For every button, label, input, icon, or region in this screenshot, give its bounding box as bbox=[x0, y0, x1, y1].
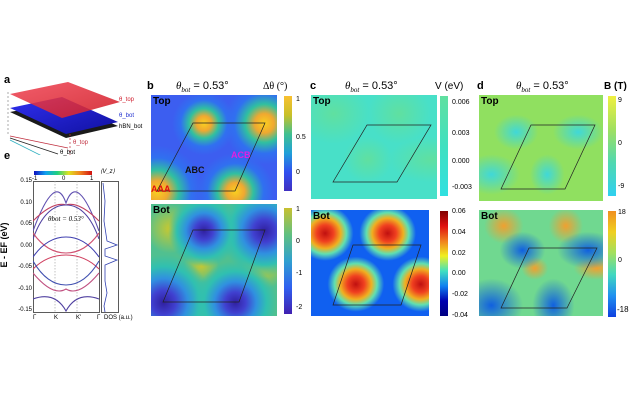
band-line bbox=[33, 204, 100, 240]
panel-c-top-map: Top bbox=[311, 95, 437, 199]
panel-d-top-map: Top bbox=[479, 95, 603, 201]
panel-a-label: a bbox=[4, 74, 11, 86]
panel-c-label: c bbox=[310, 80, 317, 92]
panel-b-bot-label: Bot bbox=[153, 205, 170, 216]
acb-label: ACB bbox=[231, 150, 251, 160]
panel-d-title: θbot = 0.53° bbox=[516, 80, 569, 95]
energy-axis-label: E - EF (eV) bbox=[0, 222, 9, 268]
panel-b-top-label: Top bbox=[153, 96, 171, 107]
panel-b-label: b bbox=[147, 80, 154, 92]
abc-label: ABC bbox=[185, 165, 205, 175]
kpath-tick-gamma-end: Γ bbox=[97, 315, 101, 321]
spin-colorbar bbox=[34, 171, 92, 175]
energy-ytick: 0.00 bbox=[20, 242, 32, 249]
panel-b-top-colorbar bbox=[284, 96, 292, 191]
panel-c-title: θbot = 0.53° bbox=[345, 80, 398, 95]
energy-ytick: 0.15 bbox=[20, 178, 32, 184]
band-line bbox=[33, 236, 100, 258]
panel-c-bot-colorbar bbox=[440, 211, 448, 316]
moire-cell bbox=[332, 244, 422, 306]
moire-cell bbox=[500, 124, 596, 190]
spin-colorbar-tick-min: -1 bbox=[32, 176, 38, 182]
dos-curve bbox=[102, 182, 119, 313]
band-angle-annotation: θbot = 0.53° bbox=[48, 215, 84, 223]
panel-d-unit: B (T) bbox=[604, 81, 627, 92]
panel-b-bot-colorbar bbox=[284, 208, 292, 314]
spin-colorbar-label: ⟨V_z⟩ bbox=[100, 169, 116, 175]
bot-angle-line bbox=[9, 137, 59, 155]
panel-c-bot-ticks: 0.06 0.04 0.02 0.00 -0.02 -0.04 bbox=[452, 208, 468, 319]
panel-d-bot-colorbar bbox=[608, 211, 616, 317]
layer-stack-schematic bbox=[7, 82, 120, 155]
panel-c-top-label: Top bbox=[313, 96, 331, 107]
hbn-bot-layer-label: hBN_bot bbox=[119, 124, 143, 130]
dos-axis-label: DOS (a.u.) bbox=[104, 315, 133, 321]
panel-d-bot-map: Bot bbox=[479, 210, 603, 316]
panel-c-unit: V (eV) bbox=[435, 81, 464, 92]
energy-ytick: 0.05 bbox=[20, 221, 32, 227]
moire-cell bbox=[500, 247, 598, 309]
panel-d-bot-label: Bot bbox=[481, 211, 498, 222]
kpath-tick-k: K bbox=[54, 315, 59, 321]
theta-top-angle-label: θ_top bbox=[73, 140, 89, 146]
panel-c-bot-map: Bot bbox=[311, 210, 429, 316]
kpath-tick-gamma-start: Γ bbox=[33, 315, 37, 321]
panel-d-bot-ticks: 18 0 -18 bbox=[617, 209, 629, 314]
band-line bbox=[33, 272, 100, 292]
kpath-tick-kprime: K' bbox=[76, 315, 82, 321]
panel-d-top-ticks: 9 0 -9 bbox=[618, 97, 625, 190]
hbn-angle-line bbox=[9, 139, 41, 155]
energy-ytick: -0.05 bbox=[18, 264, 32, 270]
band-line bbox=[33, 232, 100, 254]
band-line bbox=[33, 254, 100, 270]
panel-d-top-colorbar bbox=[608, 96, 616, 196]
theta-bot-angle-label: θ_bot bbox=[60, 150, 76, 156]
theta-bot-layer-label: θ_bot bbox=[119, 113, 135, 119]
panel-c-top-ticks: 0.006 0.003 0.000 -0.003 bbox=[452, 99, 472, 191]
panel-b-top-map: Top AAA ABC ACB bbox=[151, 95, 277, 200]
moire-cell bbox=[156, 122, 266, 192]
panel-d-label: d bbox=[477, 80, 484, 92]
band-line bbox=[33, 296, 100, 313]
aaa-label: AAA bbox=[151, 184, 171, 194]
theta-top-layer-label: θ_top bbox=[119, 97, 135, 103]
panel-b-unit: Δθ (°) bbox=[263, 81, 288, 92]
panel-c-bot-label: Bot bbox=[313, 211, 330, 222]
band-line bbox=[33, 191, 100, 232]
band-line bbox=[33, 260, 100, 286]
spin-colorbar-tick-max: 1 bbox=[90, 176, 94, 182]
top-angle-line bbox=[9, 135, 69, 149]
panel-c-top-colorbar bbox=[440, 96, 448, 196]
energy-ytick: -0.10 bbox=[18, 285, 32, 292]
spin-colorbar-tick-mid: 0 bbox=[62, 176, 66, 182]
top-graphene-layer bbox=[10, 82, 120, 118]
energy-ytick: -0.15 bbox=[18, 307, 32, 313]
moire-cell bbox=[332, 124, 432, 183]
panel-e-label: e bbox=[4, 150, 11, 162]
panel-d-bot-tick-min: -18 bbox=[617, 305, 629, 314]
panel-b-top-ticks: 1 0.5 0 bbox=[296, 96, 306, 176]
panel-b-bot-ticks: 1 0 -1 -2 bbox=[296, 206, 303, 311]
moire-cell bbox=[162, 229, 266, 303]
panel-d-top-label: Top bbox=[481, 96, 499, 107]
energy-ytick: 0.10 bbox=[20, 199, 32, 206]
panel-b-title: θbot = 0.53° bbox=[176, 80, 229, 95]
panel-b-bot-map: Bot bbox=[151, 204, 277, 316]
band-structure-plot bbox=[33, 181, 119, 313]
